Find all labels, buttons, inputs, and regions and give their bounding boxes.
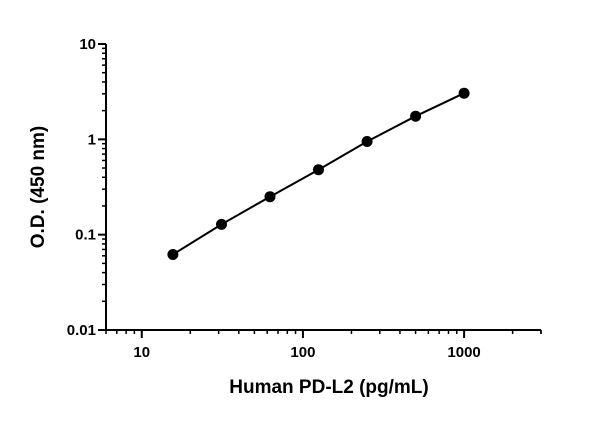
data-point: [361, 136, 373, 147]
x-tick-label: 10: [133, 344, 150, 361]
x-axis-title: Human PD-L2 (pg/mL): [229, 377, 429, 398]
y-tick-label: 0.01: [67, 322, 96, 339]
data-point: [216, 218, 227, 230]
x-axis: 10 100 1000: [105, 329, 542, 361]
x-tick-label: 100: [290, 344, 315, 361]
data-point: [167, 249, 179, 260]
data-point: [410, 110, 422, 122]
y-axis-title: O.D. (450 nm): [28, 126, 49, 248]
y-tick-label: 10: [79, 36, 96, 53]
data-point: [264, 191, 276, 203]
y-axis: 0.01 0.1 1 10: [67, 36, 107, 339]
y-tick-label: 0.1: [75, 227, 96, 244]
x-tick-label: 1000: [447, 344, 480, 361]
y-tick-label: 1: [88, 131, 96, 148]
data-point: [458, 87, 470, 99]
plot-area: [167, 87, 470, 260]
data-point: [313, 164, 324, 176]
